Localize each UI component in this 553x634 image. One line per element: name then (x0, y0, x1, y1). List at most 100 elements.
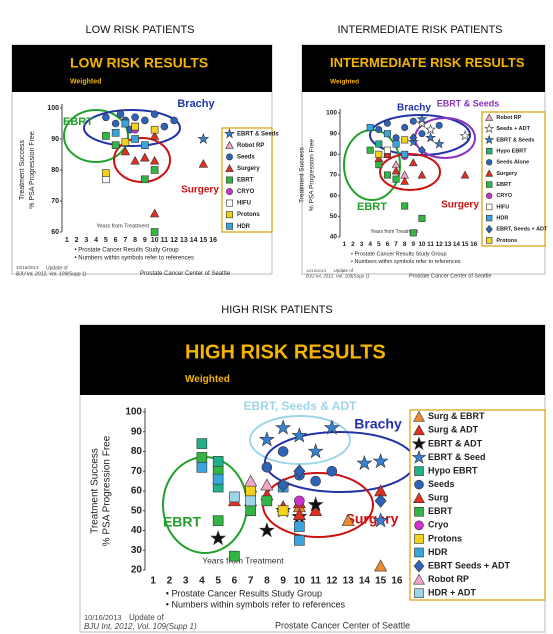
marker (245, 505, 256, 517)
marker (149, 131, 160, 140)
marker (401, 123, 409, 131)
source-date: 10/16/2013 (84, 613, 122, 622)
x-tick-label: 3 (183, 576, 189, 587)
x-tick-label: 11 (310, 576, 321, 587)
marker (196, 452, 208, 463)
x-tick-label: 16 (391, 576, 403, 587)
marker (291, 427, 308, 443)
marker (226, 153, 233, 161)
legend-label: Surgery (237, 166, 260, 172)
source-date: 10/16/2013 (306, 268, 327, 273)
source-journal: BJU Int, 2012, Vol. 109(Supp 1) (306, 274, 370, 279)
x-tick-label: 15 (375, 576, 387, 587)
marker (392, 140, 400, 148)
legend-label: HDR (428, 547, 448, 557)
x-tick-label: 13 (444, 241, 452, 248)
legend-label: Seeds (428, 479, 455, 489)
section-heading: HIGH RISK PATIENTS (221, 304, 332, 316)
annotation: Surgery (441, 200, 479, 211)
marker (375, 126, 383, 134)
marker (111, 119, 120, 128)
x-tick-label: 1 (343, 241, 347, 248)
marker (260, 478, 274, 491)
marker (121, 138, 130, 146)
source-date: 10/16/2013 (16, 265, 39, 270)
y-axis-label: Treatment Success (19, 139, 26, 200)
legend-label: Protons (428, 533, 462, 543)
annotation: EBRT, Seeds & ADT (244, 399, 358, 413)
marker (418, 145, 426, 155)
legend-label: Cryo (428, 520, 449, 530)
x-tick-label: 12 (170, 237, 178, 244)
marker (102, 113, 110, 122)
marker (413, 410, 425, 422)
y-tick-label: 40 (330, 234, 338, 241)
annotation: EBRT (63, 116, 93, 128)
annotation: Surgery (346, 511, 399, 527)
marker (374, 493, 387, 508)
x-tick-label: 4 (199, 576, 205, 587)
marker (418, 130, 426, 138)
x-tick-label: 11 (161, 237, 169, 244)
y-tick-label: 60 (131, 486, 143, 497)
y-tick-label: 90 (51, 136, 59, 143)
marker (141, 141, 149, 149)
x-tick-label: 6 (386, 241, 390, 248)
title-banner (302, 45, 545, 92)
marker (372, 512, 389, 528)
marker (341, 513, 355, 526)
marker (258, 522, 275, 538)
marker (383, 130, 391, 138)
x-tick-label: 14 (359, 576, 371, 587)
marker (224, 128, 235, 139)
marker (293, 464, 306, 479)
marker (229, 491, 240, 503)
y-tick-label: 70 (330, 172, 338, 179)
x-tick-label: 8 (133, 237, 137, 244)
marker (130, 155, 140, 165)
source-center: Prostate Cancer Center of Seattle (275, 620, 410, 630)
marker (120, 146, 131, 156)
marker (433, 138, 445, 149)
y-tick-label: 60 (330, 192, 338, 199)
marker (486, 203, 493, 211)
legend-label: Robot RP (496, 115, 521, 121)
legend-label: HIFU (496, 204, 509, 210)
marker (372, 452, 389, 469)
x-tick-label: 4 (94, 237, 98, 244)
legend-label: Robot RP (428, 574, 469, 584)
marker (258, 431, 275, 447)
x-tick-label: 5 (215, 576, 221, 587)
legend-label: Seeds (237, 154, 255, 160)
legend-label: Surg (428, 493, 449, 503)
y-tick-label: 100 (47, 105, 59, 112)
marker (210, 529, 227, 546)
legend-label: HIFU (237, 201, 251, 207)
marker (140, 152, 150, 162)
marker (392, 175, 400, 183)
marker (149, 208, 160, 218)
y-tick-label: 50 (131, 505, 143, 516)
footnote: • Prostate Cancer Results Study Group (351, 251, 446, 257)
x-tick-label: 1 (65, 237, 69, 244)
marker (383, 119, 391, 127)
marker (294, 495, 305, 507)
legend-label: Seeds + ADT (496, 126, 530, 132)
x-tick-label: 15 (199, 237, 207, 244)
x-tick-label: 9 (412, 241, 416, 248)
marker (102, 132, 110, 140)
marker (401, 202, 409, 210)
marker (375, 150, 383, 158)
legend-label: Robot RP (237, 143, 264, 149)
marker (275, 419, 292, 435)
marker (121, 119, 130, 128)
group-ellipse (63, 109, 129, 163)
marker (226, 222, 233, 230)
marker (160, 122, 169, 131)
legend-label: EBRT (237, 178, 254, 184)
marker (197, 132, 210, 144)
marker (131, 113, 139, 122)
legend-label: Protons (237, 212, 260, 218)
legend-label: Surgery (496, 171, 518, 177)
